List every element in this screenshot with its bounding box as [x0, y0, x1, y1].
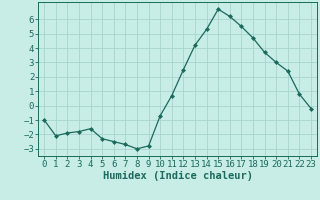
X-axis label: Humidex (Indice chaleur): Humidex (Indice chaleur)	[103, 171, 252, 181]
